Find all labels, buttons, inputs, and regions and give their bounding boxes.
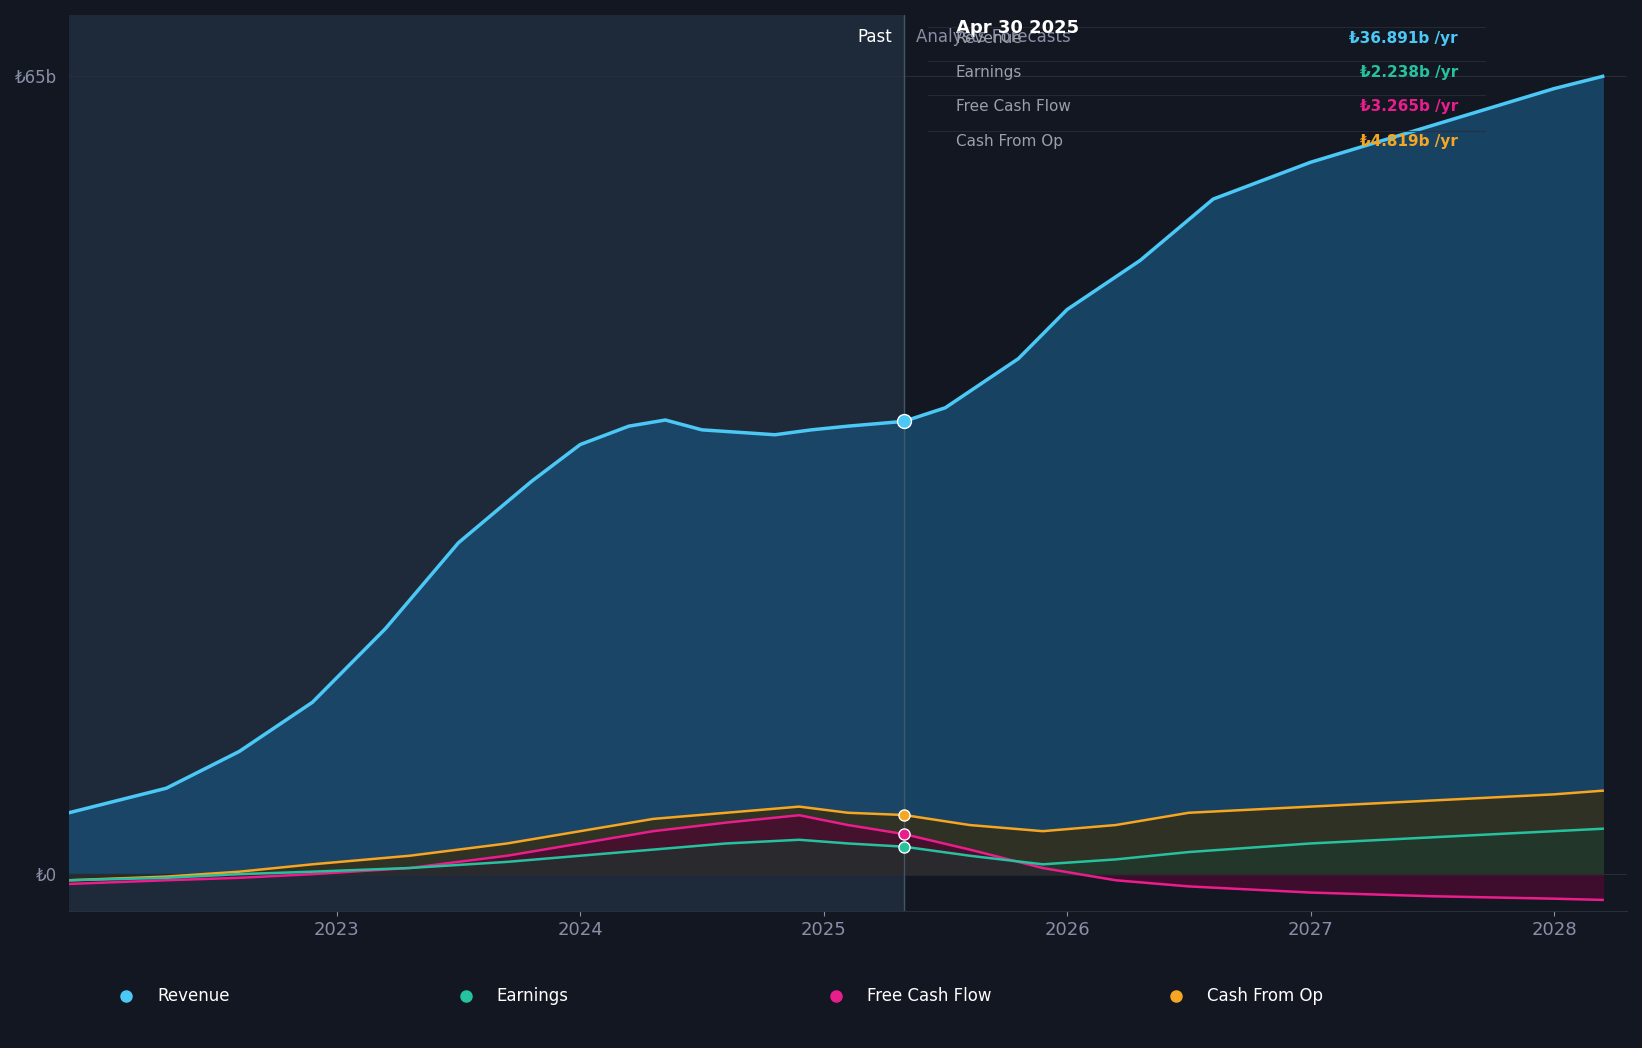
Text: Free Cash Flow: Free Cash Flow: [867, 986, 992, 1005]
Text: Cash From Op: Cash From Op: [1207, 986, 1323, 1005]
Text: ₺3.265b /yr: ₺3.265b /yr: [1360, 99, 1458, 113]
Text: Revenue: Revenue: [956, 30, 1023, 46]
Text: Free Cash Flow: Free Cash Flow: [956, 99, 1071, 113]
Text: ₺2.238b /yr: ₺2.238b /yr: [1360, 65, 1458, 80]
Bar: [69, 15, 905, 911]
Text: Earnings: Earnings: [498, 986, 568, 1005]
Text: Cash From Op: Cash From Op: [956, 134, 1062, 150]
Text: Earnings: Earnings: [956, 65, 1021, 80]
Text: Analysts Forecasts: Analysts Forecasts: [916, 27, 1071, 46]
Text: Apr 30 2025: Apr 30 2025: [956, 19, 1079, 38]
Text: Past: Past: [857, 27, 892, 46]
Text: ₺36.891b /yr: ₺36.891b /yr: [1350, 30, 1458, 46]
Text: Revenue: Revenue: [158, 986, 230, 1005]
Text: ₺4.819b /yr: ₺4.819b /yr: [1360, 134, 1458, 150]
